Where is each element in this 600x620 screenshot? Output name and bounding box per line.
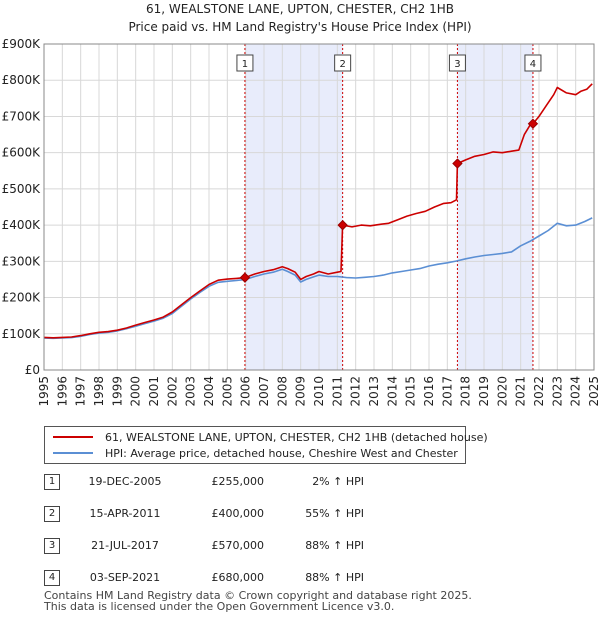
sale-point bbox=[337, 219, 348, 231]
x-tick-label: 1995 bbox=[37, 376, 51, 407]
sale-number-badge: 1 bbox=[44, 474, 60, 490]
y-tick-label: £200K bbox=[2, 291, 42, 305]
x-tick-label: 2004 bbox=[202, 376, 216, 407]
sale-hpi-change: 88% ↑ HPI bbox=[305, 539, 364, 552]
x-tick-label: 2007 bbox=[257, 376, 271, 407]
legend-item-property: 61, WEALSTONE LANE, UPTON, CHESTER, CH2 … bbox=[53, 429, 488, 445]
legend-label-hpi: HPI: Average price, detached house, Ches… bbox=[105, 446, 458, 460]
sale-date: 15-APR-2011 bbox=[89, 507, 161, 520]
sale-marker-label: 3 bbox=[454, 59, 460, 70]
x-tick-label: 2009 bbox=[294, 376, 308, 407]
x-tick-label: 2025 bbox=[587, 376, 600, 407]
legend-swatch-hpi bbox=[53, 452, 93, 454]
sale-row: 3 21-JUL-2017 £570,000 88% ↑ HPI bbox=[44, 538, 444, 556]
x-tick-label: 2017 bbox=[440, 376, 454, 407]
y-tick-label: £800K bbox=[2, 73, 42, 87]
y-tick-label: £400K bbox=[2, 218, 42, 232]
x-tick-label: 2014 bbox=[385, 376, 399, 407]
sale-row: 1 19-DEC-2005 £255,000 2% ↑ HPI bbox=[44, 474, 444, 492]
shaded-period bbox=[244, 44, 343, 370]
sale-hpi-change: 88% ↑ HPI bbox=[305, 571, 364, 584]
footer-attribution: Contains HM Land Registry data © Crown c… bbox=[44, 590, 472, 612]
x-tick-label: 2016 bbox=[422, 376, 436, 407]
y-tick-label: £600K bbox=[2, 146, 42, 160]
y-tick-label: £500K bbox=[2, 182, 42, 196]
x-tick-label: 2008 bbox=[275, 376, 289, 407]
sale-number-badge: 4 bbox=[44, 570, 60, 586]
sale-date: 03-SEP-2021 bbox=[89, 571, 161, 584]
x-tick-label: 2020 bbox=[495, 376, 509, 407]
x-tick-label: 2000 bbox=[129, 376, 143, 407]
legend-swatch-property bbox=[53, 436, 93, 438]
legend-item-hpi: HPI: Average price, detached house, Ches… bbox=[53, 445, 458, 461]
sale-marker-box bbox=[236, 54, 254, 72]
x-tick-label: 2011 bbox=[330, 376, 344, 407]
x-tick-label: 2012 bbox=[349, 376, 363, 407]
price-chart: 1 2 3 4 £0 £100K £200K £300K £400K £500K £600K £700… bbox=[2, 37, 600, 407]
sale-date: 19-DEC-2005 bbox=[88, 475, 162, 488]
sale-number-badge: 3 bbox=[44, 538, 60, 554]
x-tick-label: 2018 bbox=[459, 376, 473, 407]
footer-line-2: This data is licensed under the Open Gov… bbox=[44, 600, 395, 613]
y-tick-label: £300K bbox=[2, 254, 42, 268]
chart-title: 61, WEALSTONE LANE, UPTON, CHESTER, CH2 … bbox=[146, 2, 454, 16]
x-tick-label: 2022 bbox=[532, 376, 546, 407]
sale-hpi-change: 2% ↑ HPI bbox=[312, 475, 364, 488]
legend: 61, WEALSTONE LANE, UPTON, CHESTER, CH2 … bbox=[44, 426, 488, 464]
x-tick-label: 2013 bbox=[367, 376, 381, 407]
footer-line-1: Contains HM Land Registry data © Crown c… bbox=[44, 589, 472, 602]
x-tick-label: 2024 bbox=[569, 376, 583, 407]
sale-marker-box bbox=[448, 54, 466, 72]
x-tick-label: 1996 bbox=[55, 376, 69, 407]
x-tick-label: 2021 bbox=[514, 376, 528, 407]
sale-point bbox=[239, 272, 251, 283]
sale-date: 21-JUL-2017 bbox=[91, 539, 159, 552]
y-tick-label: £100K bbox=[2, 327, 42, 341]
sale-marker-box bbox=[524, 54, 542, 72]
shaded-period bbox=[457, 44, 533, 370]
sale-price: £570,000 bbox=[211, 539, 265, 552]
sale-price: £255,000 bbox=[211, 475, 265, 488]
x-tick-label: 1999 bbox=[110, 376, 124, 407]
y-tick-label: £0 bbox=[25, 363, 40, 377]
sale-price: £680,000 bbox=[211, 571, 265, 584]
hpi-line bbox=[43, 217, 593, 340]
sale-marker-label: 4 bbox=[530, 59, 536, 70]
y-tick-label: £900K bbox=[2, 37, 42, 51]
sale-marker-label: 2 bbox=[339, 59, 345, 70]
sale-point bbox=[452, 158, 463, 169]
sale-number-badge: 2 bbox=[44, 506, 60, 522]
x-tick-label: 1998 bbox=[92, 376, 106, 407]
x-tick-label: 2015 bbox=[404, 376, 418, 407]
x-tick-label: 2023 bbox=[550, 376, 564, 407]
chart-title-block: 61, WEALSTONE LANE, UPTON, CHESTER, CH2 … bbox=[0, 0, 600, 36]
sale-hpi-change: 55% ↑ HPI bbox=[305, 507, 364, 520]
x-tick-label: 2003 bbox=[184, 376, 198, 407]
x-tick-label: 2010 bbox=[312, 376, 326, 407]
x-tick-label: 2005 bbox=[220, 376, 234, 407]
x-tick-label: 2019 bbox=[477, 376, 491, 407]
x-tick-label: 1997 bbox=[74, 376, 88, 407]
x-tick-label: 2002 bbox=[165, 376, 179, 407]
property-price-line bbox=[43, 83, 593, 339]
x-tick-label: 2001 bbox=[147, 376, 161, 407]
sale-price: £400,000 bbox=[211, 507, 265, 520]
x-tick-label: 2006 bbox=[239, 376, 253, 407]
sale-point bbox=[527, 118, 539, 129]
plot-frame bbox=[43, 43, 595, 371]
sale-row: 2 15-APR-2011 £400,000 55% ↑ HPI bbox=[44, 506, 444, 524]
y-tick-label: £700K bbox=[2, 109, 42, 123]
chart-subtitle: Price paid vs. HM Land Registry's House … bbox=[128, 20, 472, 34]
sale-marker-label: 1 bbox=[242, 59, 248, 70]
legend-label-property: 61, WEALSTONE LANE, UPTON, CHESTER, CH2 … bbox=[105, 430, 488, 444]
sale-marker-box bbox=[334, 54, 352, 72]
sale-row: 4 03-SEP-2021 £680,000 88% ↑ HPI bbox=[44, 570, 444, 588]
